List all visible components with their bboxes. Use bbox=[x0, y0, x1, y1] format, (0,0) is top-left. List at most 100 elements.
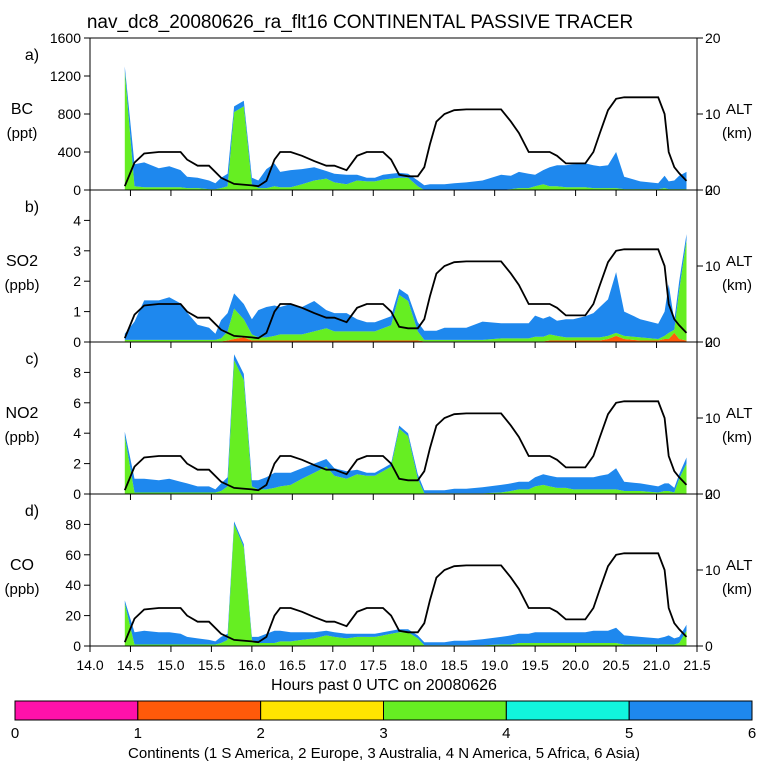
x-tick-label: 14.5 bbox=[117, 657, 144, 673]
panel-c: 0 2 4 6 8 0 10 20 c) NO2 (ppb) ALT (km) bbox=[4, 334, 752, 502]
altitude-label-d: ALT bbox=[726, 557, 752, 574]
x-tick-label: 17.5 bbox=[360, 657, 387, 673]
y-tick-label-b: 2 bbox=[73, 273, 81, 289]
y-tick-label-c: 0 bbox=[73, 486, 81, 502]
altitude-line-b bbox=[123, 248, 688, 340]
colorbar-segment bbox=[628, 700, 753, 721]
colorbar-tick-label: 4 bbox=[502, 725, 510, 742]
colorbar-segment bbox=[260, 700, 384, 721]
altitude-unit-c: (km) bbox=[722, 429, 752, 446]
colorbar-label: Continents (1 S America, 2 Europe, 3 Aus… bbox=[128, 745, 640, 762]
x-tick-label: 19.5 bbox=[522, 657, 549, 673]
chart-title: nav_dc8_20080626_ra_flt16 CONTINENTAL PA… bbox=[87, 12, 633, 33]
y-tick-label-b: 4 bbox=[73, 212, 81, 228]
altitude-line-a bbox=[123, 96, 688, 188]
area-a-australia bbox=[124, 71, 687, 190]
area-b-australia bbox=[124, 240, 687, 342]
y-tick-label-c: 2 bbox=[73, 456, 81, 472]
y-tick-label-d: 40 bbox=[65, 577, 81, 593]
x-tick-labels: 14.0 14.5 15.0 15.5 16.0 16.5 17.0 17.5 18.0 18.5… bbox=[76, 657, 710, 673]
panel-letter-d: d) bbox=[25, 503, 39, 520]
alt-tick-label-b: 20 bbox=[705, 182, 721, 198]
y-tick-label-c: 4 bbox=[73, 425, 81, 441]
altitude-label-c: ALT bbox=[726, 405, 752, 422]
panel-letter-a: a) bbox=[25, 47, 39, 64]
colorbar-tick-label: 3 bbox=[379, 725, 387, 742]
y-tick-label-d: 20 bbox=[65, 608, 81, 624]
colorbar-segment bbox=[137, 700, 262, 721]
colorbar: 0 1 2 3 4 5 6 bbox=[11, 700, 756, 742]
y-tick-label-b: 1 bbox=[73, 304, 81, 320]
panel-letter-c: c) bbox=[25, 351, 38, 368]
x-tick-label: 16.0 bbox=[238, 657, 265, 673]
colorbar-segment bbox=[383, 700, 507, 721]
altitude-unit-a: (km) bbox=[722, 125, 752, 142]
altitude-label-b: ALT bbox=[726, 253, 752, 270]
x-tick-label: 21.0 bbox=[643, 657, 670, 673]
x-tick-label: 15.0 bbox=[157, 657, 184, 673]
panel-a: 0 400 800 1200 1600 0 10 20 a) BC (ppt) ALT (km) bbox=[7, 30, 753, 198]
area-a-asia bbox=[124, 66, 687, 190]
colorbar-tick-label: 5 bbox=[625, 725, 633, 742]
panel-b: 0 1 2 3 4 0 10 20 b) SO2 (ppb) ALT (km) bbox=[4, 182, 752, 350]
alt-tick-label-c: 10 bbox=[705, 410, 721, 426]
species-label-c: NO2 bbox=[6, 405, 39, 422]
alt-tick-label-b: 0 bbox=[705, 334, 713, 350]
alt-tick-label-c: 0 bbox=[705, 486, 713, 502]
alt-tick-label-a: 0 bbox=[705, 182, 713, 198]
colorbar-segment bbox=[505, 700, 630, 721]
area-b-asia bbox=[124, 234, 687, 340]
alt-tick-label-a: 10 bbox=[705, 106, 721, 122]
alt-tick-label-d: 20 bbox=[705, 486, 721, 502]
colorbar-tick-label: 1 bbox=[134, 725, 142, 742]
alt-tick-label-c: 20 bbox=[705, 334, 721, 350]
unit-label-a: (ppt) bbox=[7, 125, 38, 142]
altitude-label-a: ALT bbox=[726, 101, 752, 118]
colorbar-tick-label: 2 bbox=[256, 725, 264, 742]
x-axis-label: Hours past 0 UTC on 20080626 bbox=[271, 677, 497, 694]
x-tick-label: 18.0 bbox=[400, 657, 427, 673]
chart-panels: 04008001200160001020a)BC(ppt)ALT(km)0123… bbox=[4, 30, 752, 673]
y-tick-label-d: 0 bbox=[73, 638, 81, 654]
x-tick-label: 16.5 bbox=[279, 657, 306, 673]
alt-tick-label-a: 20 bbox=[705, 30, 721, 46]
x-tick-label: 17.0 bbox=[319, 657, 346, 673]
altitude-unit-d: (km) bbox=[722, 581, 752, 598]
unit-label-c: (ppb) bbox=[4, 429, 39, 446]
area-b-europe bbox=[124, 332, 687, 342]
altitude-line-d bbox=[123, 552, 688, 644]
altitude-line-c bbox=[123, 400, 688, 492]
x-tick-label: 20.0 bbox=[562, 657, 589, 673]
alt-tick-label-b: 10 bbox=[705, 258, 721, 274]
y-tick-label-a: 1200 bbox=[50, 68, 81, 84]
unit-label-b: (ppb) bbox=[4, 277, 39, 294]
x-tick-label: 21.5 bbox=[683, 657, 710, 673]
x-tick-label: 15.5 bbox=[198, 657, 225, 673]
unit-label-d: (ppb) bbox=[4, 581, 39, 598]
x-tick-label: 20.5 bbox=[602, 657, 629, 673]
y-tick-label-c: 8 bbox=[73, 364, 81, 380]
y-tick-label-a: 400 bbox=[58, 144, 82, 160]
y-tick-label-d: 60 bbox=[65, 547, 81, 563]
y-tick-label-a: 0 bbox=[73, 182, 81, 198]
y-tick-label-b: 3 bbox=[73, 243, 81, 259]
y-tick-label-a: 800 bbox=[58, 106, 82, 122]
colorbar-segment bbox=[14, 700, 139, 721]
colorbar-tick-label: 0 bbox=[11, 725, 19, 742]
area-c-australia bbox=[124, 360, 687, 494]
y-tick-label-b: 0 bbox=[73, 334, 81, 350]
y-tick-label-c: 6 bbox=[73, 395, 81, 411]
area-d-australia bbox=[124, 524, 687, 646]
y-tick-label-d: 80 bbox=[65, 516, 81, 532]
alt-tick-label-d: 10 bbox=[705, 562, 721, 578]
species-label-a: BC bbox=[11, 101, 33, 118]
y-tick-label-a: 1600 bbox=[50, 30, 81, 46]
species-label-b: SO2 bbox=[6, 253, 38, 270]
panel-letter-b: b) bbox=[25, 199, 39, 216]
x-tick-label: 19.0 bbox=[481, 657, 508, 673]
species-label-d: CO bbox=[10, 557, 34, 574]
alt-tick-label-d: 0 bbox=[705, 638, 713, 654]
x-tick-label: 18.5 bbox=[441, 657, 468, 673]
